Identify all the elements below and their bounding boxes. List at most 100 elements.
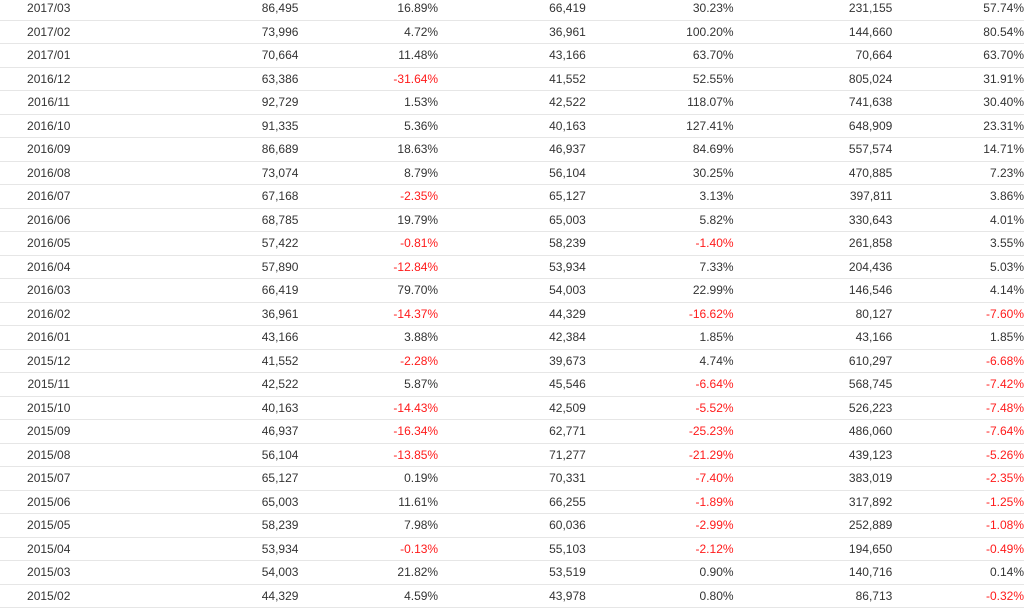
cell-percent-1: -14.43% bbox=[298, 396, 439, 420]
cell-value-2: 53,519 bbox=[438, 560, 586, 585]
cell-percent-1: 16.89% bbox=[298, 0, 439, 21]
cell-value-3: 648,909 bbox=[733, 114, 893, 138]
cell-percent-3: 80.54% bbox=[892, 20, 1024, 44]
cell-percent-2: 63.70% bbox=[585, 43, 734, 68]
cell-value-3: 43,166 bbox=[733, 325, 893, 350]
cell-value-3: 397,811 bbox=[733, 184, 893, 209]
cell-percent-1: 8.79% bbox=[298, 161, 439, 185]
table-row: 2017/02 73,996 4.72% 36,961 100.20% 144,660 80… bbox=[0, 20, 1024, 44]
cell-value-1: 53,934 bbox=[97, 537, 299, 561]
table-row: 2016/08 73,074 8.79% 56,104 30.25% 470,885 7.2… bbox=[0, 161, 1024, 185]
cell-value-2: 42,522 bbox=[438, 90, 586, 115]
cell-percent-2: -5.52% bbox=[585, 396, 734, 420]
cell-value-3: 568,745 bbox=[733, 372, 893, 397]
cell-percent-3: -6.68% bbox=[892, 349, 1024, 373]
cell-value-2: 42,509 bbox=[438, 396, 586, 420]
cell-percent-3: -7.42% bbox=[892, 372, 1024, 397]
cell-percent-2: 0.90% bbox=[585, 560, 734, 585]
cell-month: 2015/02 bbox=[0, 584, 98, 608]
cell-month: 2016/10 bbox=[0, 114, 98, 138]
cell-month: 2015/10 bbox=[0, 396, 98, 420]
cell-percent-3: -1.08% bbox=[892, 513, 1024, 538]
cell-percent-2: 52.55% bbox=[585, 67, 734, 91]
cell-month: 2016/07 bbox=[0, 184, 98, 209]
table-row: 2015/05 58,239 7.98% 60,036 -2.99% 252,889 -1.… bbox=[0, 513, 1024, 538]
table-row: 2015/06 65,003 11.61% 66,255 -1.89% 317,892 -1… bbox=[0, 490, 1024, 514]
cell-value-1: 58,239 bbox=[97, 513, 299, 538]
table-row: 2015/11 42,522 5.87% 45,546 -6.64% 568,745 -7.… bbox=[0, 372, 1024, 397]
cell-value-1: 57,890 bbox=[97, 255, 299, 279]
cell-percent-2: -21.29% bbox=[585, 443, 734, 467]
cell-value-3: 317,892 bbox=[733, 490, 893, 514]
cell-value-1: 68,785 bbox=[97, 208, 299, 232]
cell-value-3: 86,713 bbox=[733, 584, 893, 608]
cell-percent-2: -1.40% bbox=[585, 231, 734, 256]
cell-value-2: 43,166 bbox=[438, 43, 586, 68]
cell-value-2: 43,978 bbox=[438, 584, 586, 608]
table-row: 2016/11 92,729 1.53% 42,522 118.07% 741,638 30… bbox=[0, 90, 1024, 115]
cell-value-3: 383,019 bbox=[733, 466, 893, 491]
cell-value-3: 231,155 bbox=[733, 0, 893, 21]
cell-percent-3: 23.31% bbox=[892, 114, 1024, 138]
cell-value-1: 46,937 bbox=[97, 419, 299, 444]
cell-value-2: 53,934 bbox=[438, 255, 586, 279]
cell-value-2: 65,003 bbox=[438, 208, 586, 232]
cell-month: 2015/12 bbox=[0, 349, 98, 373]
cell-value-3: 557,574 bbox=[733, 137, 893, 162]
cell-percent-2: 100.20% bbox=[585, 20, 734, 44]
cell-value-3: 330,643 bbox=[733, 208, 893, 232]
cell-percent-3: 4.14% bbox=[892, 278, 1024, 303]
cell-percent-1: 11.48% bbox=[298, 43, 439, 68]
cell-value-3: 526,223 bbox=[733, 396, 893, 420]
cell-value-2: 55,103 bbox=[438, 537, 586, 561]
cell-value-2: 46,937 bbox=[438, 137, 586, 162]
table-row: 2017/03 86,495 16.89% 66,419 30.23% 231,155 57… bbox=[0, 0, 1024, 21]
table-row: 2016/06 68,785 19.79% 65,003 5.82% 330,643 4.0… bbox=[0, 208, 1024, 232]
cell-percent-3: 63.70% bbox=[892, 43, 1024, 68]
cell-percent-2: 30.25% bbox=[585, 161, 734, 185]
cell-value-3: 261,858 bbox=[733, 231, 893, 256]
cell-month: 2016/02 bbox=[0, 302, 98, 326]
cell-value-1: 65,127 bbox=[97, 466, 299, 491]
cell-percent-1: 1.53% bbox=[298, 90, 439, 115]
table-row: 2016/10 91,335 5.36% 40,163 127.41% 648,909 23… bbox=[0, 114, 1024, 138]
table-row: 2016/03 66,419 79.70% 54,003 22.99% 146,546 4.… bbox=[0, 278, 1024, 303]
cell-value-2: 41,552 bbox=[438, 67, 586, 91]
cell-value-3: 805,024 bbox=[733, 67, 893, 91]
cell-percent-3: -7.48% bbox=[892, 396, 1024, 420]
cell-month: 2015/03 bbox=[0, 560, 98, 585]
cell-month: 2016/09 bbox=[0, 137, 98, 162]
table-row: 2016/05 57,422 -0.81% 58,239 -1.40% 261,858 3.… bbox=[0, 231, 1024, 256]
table-row: 2016/02 36,961 -14.37% 44,329 -16.62% 80,127-… bbox=[0, 302, 1024, 326]
cell-percent-2: 118.07% bbox=[585, 90, 734, 115]
cell-percent-1: 79.70% bbox=[298, 278, 439, 303]
cell-percent-1: -2.35% bbox=[298, 184, 439, 209]
cell-month: 2015/06 bbox=[0, 490, 98, 514]
table-row: 2015/12 41,552 -2.28% 39,673 4.74% 610,297 -6.… bbox=[0, 349, 1024, 373]
cell-percent-1: 18.63% bbox=[298, 137, 439, 162]
cell-month: 2015/09 bbox=[0, 419, 98, 444]
cell-value-3: 204,436 bbox=[733, 255, 893, 279]
cell-month: 2016/12 bbox=[0, 67, 98, 91]
cell-percent-2: 127.41% bbox=[585, 114, 734, 138]
cell-percent-3: 3.86% bbox=[892, 184, 1024, 209]
cell-percent-2: 30.23% bbox=[585, 0, 734, 21]
cell-percent-3: -0.32% bbox=[892, 584, 1024, 608]
cell-value-3: 80,127 bbox=[733, 302, 893, 326]
cell-month: 2017/03 bbox=[0, 0, 98, 21]
cell-percent-3: 30.40% bbox=[892, 90, 1024, 115]
table-row: 2016/12 63,386 -31.64% 41,552 52.55% 805,024 3… bbox=[0, 67, 1024, 91]
cell-percent-3: -5.26% bbox=[892, 443, 1024, 467]
cell-percent-2: -16.62% bbox=[585, 302, 734, 326]
cell-value-2: 36,961 bbox=[438, 20, 586, 44]
cell-percent-1: 5.36% bbox=[298, 114, 439, 138]
cell-percent-2: 7.33% bbox=[585, 255, 734, 279]
cell-percent-2: -6.64% bbox=[585, 372, 734, 397]
table-row: 2015/03 54,003 21.82% 53,519 0.90% 140,716 0.1… bbox=[0, 560, 1024, 585]
cell-month: 2016/06 bbox=[0, 208, 98, 232]
cell-percent-1: 5.87% bbox=[298, 372, 439, 397]
cell-percent-1: -31.64% bbox=[298, 67, 439, 91]
table-row: 2016/09 86,689 18.63% 46,937 84.69% 557,574 14… bbox=[0, 137, 1024, 162]
